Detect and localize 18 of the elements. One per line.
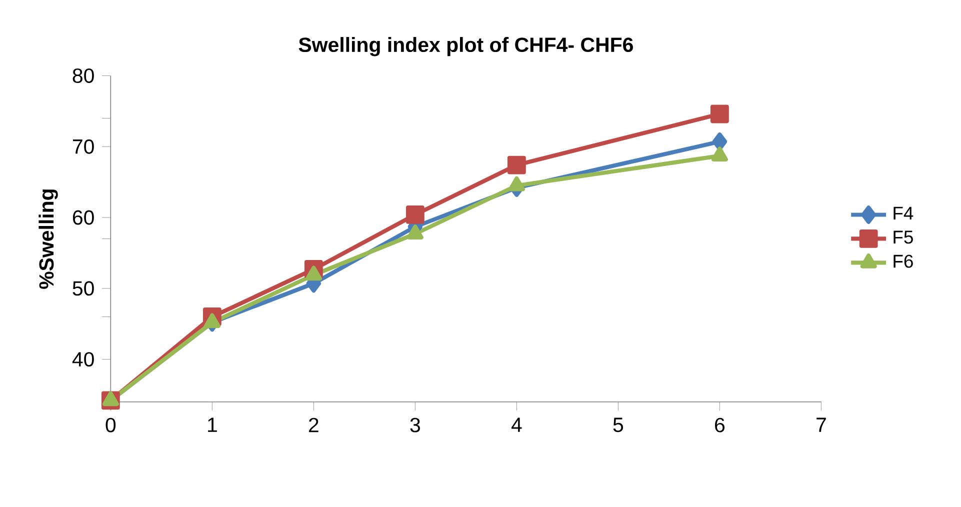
legend-label: F6 (894, 254, 913, 268)
y-tick-label: 40 (72, 352, 94, 367)
chart-title: Swelling index plot of CHF4- CHF6 (298, 37, 633, 56)
y-axis-title: %Swelling (38, 190, 58, 290)
x-tick-label: 0 (106, 418, 116, 432)
x-tick-label: 4 (511, 418, 522, 432)
x-tick-label: 2 (309, 418, 318, 432)
legend-label: F5 (894, 230, 913, 244)
y-tick-label: 60 (72, 210, 94, 225)
x-tick-label: 3 (410, 418, 420, 432)
y-tick-label: 80 (72, 68, 94, 84)
y-tick-label: 50 (72, 281, 94, 296)
x-tick-label: 7 (816, 418, 826, 432)
x-tick-label: 5 (613, 418, 624, 432)
legend-label: F4 (894, 207, 914, 220)
y-tick-label: 70 (72, 140, 94, 154)
x-tick-label: 1 (208, 418, 217, 432)
x-tick-label: 6 (715, 418, 724, 432)
